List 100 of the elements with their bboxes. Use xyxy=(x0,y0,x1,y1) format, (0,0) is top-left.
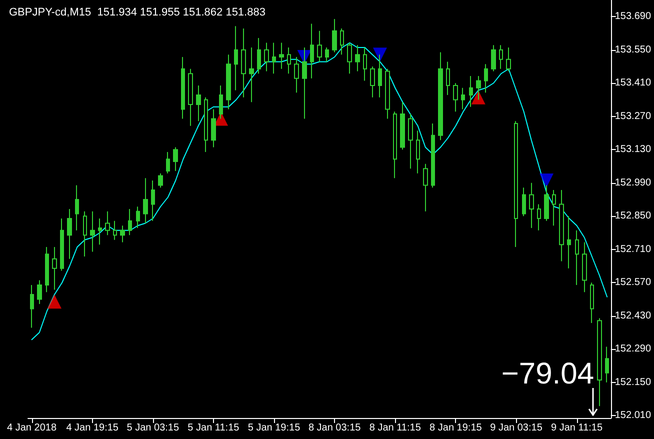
y-tick-label: 153.410 xyxy=(614,78,652,89)
candlestick xyxy=(302,47,307,120)
candlestick xyxy=(431,123,435,188)
candlestick xyxy=(287,47,291,74)
candlestick xyxy=(514,120,518,248)
candlestick xyxy=(378,54,382,98)
x-tick-label: 5 Jan 19:15 xyxy=(248,422,301,434)
candlestick xyxy=(400,102,405,150)
candlestick xyxy=(469,76,473,108)
candlestick xyxy=(45,246,49,293)
candlestick xyxy=(317,30,322,62)
annotation: −79.04 xyxy=(501,358,594,390)
x-tick-label: 9 Jan 03:15 xyxy=(490,422,543,434)
candlestick xyxy=(408,114,413,170)
x-tick-label: 4 Jan 19:15 xyxy=(66,422,119,434)
candlestick xyxy=(491,44,496,72)
candlestick xyxy=(347,42,352,74)
x-tick-label: 8 Jan 19:15 xyxy=(430,422,482,434)
candlestick xyxy=(499,44,503,70)
candlestick xyxy=(597,318,602,407)
candlestick xyxy=(52,246,57,290)
y-tick-label: 152.990 xyxy=(614,177,652,188)
candlestick xyxy=(181,56,185,120)
x-tick-label: 5 Jan 03:15 xyxy=(126,422,180,434)
candlestick xyxy=(279,42,284,70)
candlestick xyxy=(438,52,443,141)
candlestick xyxy=(575,230,579,286)
candlestick xyxy=(544,184,549,222)
y-tick-label: 152.290 xyxy=(614,344,652,355)
y-tick-label: 152.710 xyxy=(614,244,652,255)
candlestick xyxy=(272,42,276,74)
candlestick xyxy=(484,64,488,94)
candlestick xyxy=(204,96,208,152)
candlestick xyxy=(83,210,87,257)
candlestick xyxy=(158,172,163,188)
candlestick xyxy=(340,28,344,56)
candlestick xyxy=(310,23,314,79)
candlestick xyxy=(476,76,481,100)
line-series xyxy=(31,42,608,340)
x-tick-label: 9 Jan 11:15 xyxy=(551,422,603,434)
point xyxy=(471,90,486,104)
candlestick xyxy=(90,210,95,252)
candlestick xyxy=(234,26,238,91)
candlestick xyxy=(567,216,571,269)
y-tick-label: 153.690 xyxy=(614,11,652,22)
candlestick xyxy=(188,68,193,126)
y-tick-label: 153.270 xyxy=(614,110,652,122)
candlestick xyxy=(590,282,594,324)
candlestick xyxy=(128,208,132,236)
candlestick xyxy=(363,47,367,82)
candlestick xyxy=(257,38,261,74)
candlestick xyxy=(393,111,397,179)
candlestick xyxy=(60,218,64,272)
candlestick xyxy=(552,190,556,226)
candlestick xyxy=(522,187,526,217)
candlestick xyxy=(582,242,587,293)
candlestick xyxy=(67,208,72,260)
point xyxy=(540,174,554,188)
candlestick xyxy=(136,206,140,228)
point xyxy=(47,294,62,309)
candlestick xyxy=(37,280,42,304)
candlestick xyxy=(211,108,216,148)
candlestick xyxy=(120,225,125,243)
x-tick-label: 8 Jan 11:15 xyxy=(369,422,422,434)
candlestick xyxy=(355,44,360,72)
candlestick xyxy=(151,180,155,222)
candlestick xyxy=(249,47,254,103)
candlestick xyxy=(98,218,102,246)
candlestick xyxy=(241,28,246,98)
candlestick xyxy=(370,66,375,98)
candlestick xyxy=(325,47,329,62)
candlestick xyxy=(105,210,110,236)
candlestick xyxy=(416,130,420,174)
candlestick xyxy=(605,346,609,383)
y-tick-label: 153.130 xyxy=(614,144,652,156)
candlestick xyxy=(226,54,231,110)
x-tick-label: 8 Jan 03:15 xyxy=(308,422,362,434)
candlestick xyxy=(332,18,337,53)
candlestick xyxy=(173,146,178,172)
candlestick xyxy=(196,85,201,122)
candlestick xyxy=(461,87,465,110)
x-tick-label: 4 Jan 2018 xyxy=(7,422,57,434)
candlestick xyxy=(143,178,148,224)
x-tick-label: 5 Jan 11:15 xyxy=(188,422,240,434)
y-tick-label: 153.550 xyxy=(614,44,652,56)
candlestick xyxy=(30,284,34,328)
y-tick-label: 152.150 xyxy=(614,376,652,388)
y-tick-label: 152.570 xyxy=(614,277,652,288)
candlestick xyxy=(113,220,117,240)
y-tick-label: 152.010 xyxy=(614,410,652,422)
candlestick xyxy=(506,47,511,72)
point xyxy=(372,48,387,62)
candlestick xyxy=(559,190,564,262)
candlestick xyxy=(423,163,428,212)
candlestick xyxy=(385,68,390,120)
candlestick xyxy=(264,42,269,72)
candlestick xyxy=(537,204,541,231)
y-tick-label: 152.850 xyxy=(614,210,652,222)
candlestick xyxy=(453,82,458,112)
candlestick xyxy=(219,85,223,120)
